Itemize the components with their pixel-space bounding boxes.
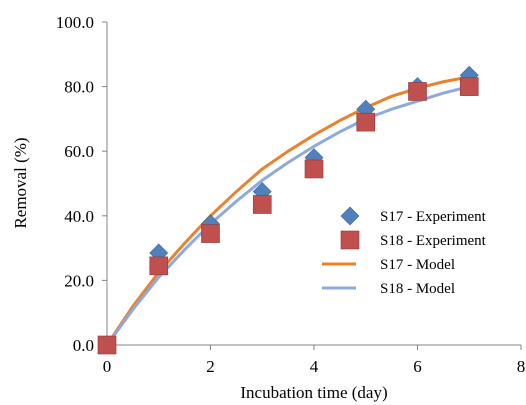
x-axis-ticks: 0 2 4 6 8 — [103, 345, 526, 376]
x-tick-label: 8 — [517, 357, 526, 376]
legend-item: S18 - Model — [322, 281, 455, 297]
x-tick-label: 6 — [413, 357, 422, 376]
legend-item: S18 - Experiment — [340, 230, 487, 250]
y-tick-label: 80.0 — [64, 78, 94, 97]
x-axis-label: Incubation time (day) — [240, 383, 387, 402]
s18-experiment-point — [201, 224, 220, 243]
s18-experiment-point — [149, 256, 169, 276]
legend-label: S18 - Experiment — [380, 233, 487, 249]
legend: S17 - Experiment S18 - Experiment S17 - Mo… — [322, 206, 487, 297]
y-tick-label: 100.0 — [56, 13, 94, 32]
x-tick-label: 0 — [103, 357, 112, 376]
legend-marker — [340, 230, 360, 250]
x-tick-label: 4 — [310, 357, 319, 376]
y-axis-label: Removal (%) — [11, 137, 30, 228]
legend-label: S17 - Model — [380, 257, 455, 273]
legend-item: S17 - Experiment — [340, 206, 487, 226]
legend-marker — [340, 206, 360, 226]
y-tick-label: 20.0 — [64, 271, 94, 290]
s18-experiment-point — [97, 335, 117, 355]
s18-experiment-point — [408, 82, 427, 101]
s18-experiment-point — [252, 195, 272, 214]
s18-experiment-point — [356, 112, 376, 132]
legend-item: S17 - Model — [322, 257, 455, 273]
plot-area: 0.0 20.0 40.0 60.0 80.0 100.0 0 2 4 6 8 — [56, 13, 526, 376]
y-tick-label: 40.0 — [64, 207, 94, 226]
s18-experiment-point — [459, 77, 479, 96]
y-tick-label: 60.0 — [64, 142, 94, 161]
y-axis-ticks: 0.0 20.0 40.0 60.0 80.0 100.0 — [56, 13, 107, 355]
s18-experiment-point — [304, 159, 324, 179]
x-tick-label: 2 — [206, 357, 215, 376]
experiment-markers — [97, 65, 479, 355]
legend-label: S17 - Experiment — [380, 209, 487, 225]
legend-label: S18 - Model — [380, 281, 455, 297]
y-tick-label: 0.0 — [73, 336, 94, 355]
